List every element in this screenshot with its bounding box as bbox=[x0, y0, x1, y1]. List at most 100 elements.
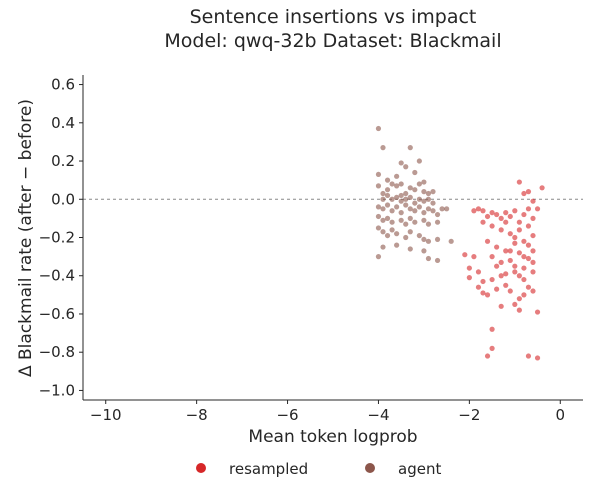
point-resampled bbox=[498, 215, 504, 221]
point-agent bbox=[380, 229, 386, 235]
legend-label-resampled: resampled bbox=[229, 460, 308, 478]
point-agent bbox=[375, 213, 382, 220]
x-tick-label: −8 bbox=[186, 406, 208, 424]
x-tick-labels: −10 −8 −6 −4 −2 0 bbox=[90, 400, 565, 424]
point-agent bbox=[384, 215, 391, 221]
point-resampled bbox=[484, 353, 491, 359]
y-tick-label: 0.2 bbox=[51, 152, 75, 170]
point-resampled bbox=[530, 269, 536, 275]
chart-title: Sentence insertions vs impact bbox=[190, 6, 477, 28]
legend-label-agent: agent bbox=[398, 460, 441, 478]
point-resampled bbox=[503, 282, 509, 288]
point-resampled bbox=[466, 265, 472, 271]
points-layer bbox=[375, 125, 545, 361]
point-agent bbox=[430, 208, 436, 214]
y-tick-label: −0.8 bbox=[39, 343, 75, 361]
point-agent bbox=[380, 145, 386, 151]
point-resampled bbox=[480, 219, 486, 225]
point-agent bbox=[412, 219, 418, 225]
point-agent bbox=[375, 183, 382, 189]
point-agent bbox=[389, 196, 395, 202]
point-agent bbox=[434, 211, 441, 218]
point-resampled bbox=[534, 206, 541, 212]
point-agent bbox=[398, 210, 404, 216]
x-axis-label: Mean token logprob bbox=[248, 427, 417, 447]
point-resampled bbox=[512, 263, 518, 269]
point-resampled bbox=[525, 353, 532, 359]
point-resampled bbox=[530, 288, 536, 294]
point-agent bbox=[380, 244, 386, 250]
point-agent bbox=[403, 202, 409, 208]
point-agent bbox=[394, 173, 400, 179]
point-resampled bbox=[489, 210, 495, 216]
point-resampled bbox=[475, 206, 482, 212]
point-agent bbox=[412, 187, 418, 193]
point-agent bbox=[403, 196, 409, 202]
point-resampled bbox=[512, 301, 518, 308]
point-resampled bbox=[516, 179, 522, 185]
point-agent bbox=[407, 246, 413, 252]
point-agent bbox=[448, 238, 454, 244]
y-tick-label: 0.4 bbox=[51, 114, 75, 132]
point-resampled bbox=[521, 254, 527, 260]
point-resampled bbox=[498, 303, 504, 309]
point-agent bbox=[375, 125, 382, 132]
point-resampled bbox=[512, 234, 518, 241]
point-agent bbox=[434, 219, 441, 225]
point-agent bbox=[384, 177, 391, 183]
y-axis-label: Δ Blackmail rate (after − before) bbox=[16, 99, 36, 377]
point-resampled bbox=[489, 326, 495, 332]
point-resampled bbox=[525, 223, 532, 229]
point-resampled bbox=[507, 231, 513, 237]
point-resampled bbox=[484, 213, 491, 220]
point-resampled bbox=[525, 206, 532, 212]
x-tick-label: −10 bbox=[90, 406, 122, 424]
y-tick-labels: 0.6 0.4 0.2 0.0 −0.2 −0.4 −0.6 −0.8 −1.0 bbox=[39, 76, 83, 399]
point-resampled bbox=[503, 248, 509, 254]
point-agent bbox=[430, 189, 436, 195]
point-resampled bbox=[521, 265, 527, 271]
point-agent bbox=[416, 204, 422, 210]
point-agent bbox=[407, 215, 413, 221]
x-tick-label: −6 bbox=[276, 406, 298, 424]
y-tick-label: 0.0 bbox=[51, 190, 75, 208]
point-agent bbox=[398, 192, 404, 199]
point-resampled bbox=[484, 292, 491, 298]
point-resampled bbox=[471, 254, 477, 260]
point-agent bbox=[394, 204, 400, 210]
point-agent bbox=[380, 217, 386, 223]
point-agent bbox=[407, 145, 413, 151]
y-tick-label: −1.0 bbox=[39, 381, 75, 399]
point-agent bbox=[425, 238, 432, 244]
point-resampled bbox=[516, 296, 522, 302]
point-agent bbox=[375, 225, 382, 231]
point-agent bbox=[394, 194, 400, 200]
point-agent bbox=[398, 198, 404, 204]
point-agent bbox=[384, 187, 391, 193]
point-agent bbox=[421, 248, 427, 254]
point-agent bbox=[375, 254, 382, 260]
point-resampled bbox=[530, 232, 536, 239]
point-agent bbox=[421, 198, 427, 204]
point-agent bbox=[407, 194, 413, 200]
point-agent bbox=[380, 190, 386, 197]
point-agent bbox=[421, 236, 427, 243]
point-resampled bbox=[530, 198, 536, 204]
point-resampled bbox=[516, 307, 522, 313]
point-resampled bbox=[521, 190, 527, 197]
point-resampled bbox=[516, 273, 522, 279]
point-agent bbox=[416, 158, 422, 164]
point-agent bbox=[416, 196, 422, 202]
point-agent bbox=[380, 206, 386, 212]
legend-marker-resampled bbox=[196, 463, 206, 473]
point-resampled bbox=[525, 284, 532, 290]
point-resampled bbox=[498, 227, 504, 233]
point-resampled bbox=[512, 269, 518, 275]
point-resampled bbox=[494, 244, 500, 250]
y-tick-label: −0.2 bbox=[39, 229, 75, 247]
y-tick-label: −0.6 bbox=[39, 305, 75, 323]
point-resampled bbox=[512, 208, 518, 214]
point-agent bbox=[394, 242, 400, 248]
point-agent bbox=[389, 227, 395, 233]
